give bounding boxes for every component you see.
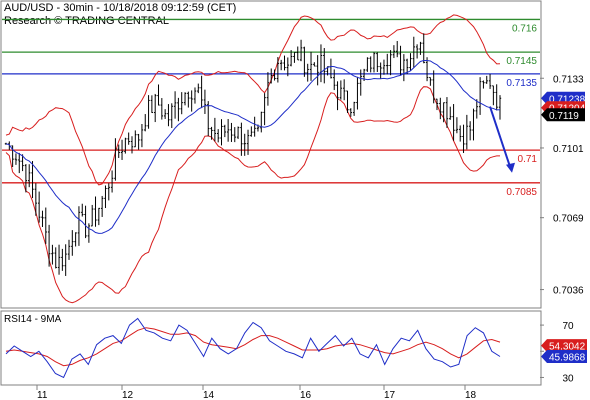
rsi-badge — [541, 339, 587, 353]
y-tick-label: 0.7101 — [553, 144, 584, 155]
y-tick-label: 0.7069 — [553, 214, 584, 225]
rsi-tick-label: 30 — [562, 373, 574, 384]
x-tick-label: 11 — [37, 390, 48, 400]
x-tick-label: 17 — [384, 390, 396, 400]
level-label: 0.7085 — [506, 187, 537, 198]
x-tick-label: 14 — [203, 390, 215, 400]
level-label: 0.7135 — [506, 78, 537, 89]
level-label: 0.716 — [512, 23, 537, 34]
y-tick-label: 0.7133 — [553, 74, 584, 85]
price-badge-label: 0.71238 — [549, 94, 586, 105]
chart-title: AUD/USD - 30min - 10/18/2018 09:12:59 (C… — [4, 2, 236, 14]
rsi-tick-label: 70 — [562, 321, 574, 332]
lower-band-line — [5, 86, 500, 304]
level-label: 0.71 — [518, 154, 538, 165]
forecast-arrow — [489, 106, 512, 171]
x-tick-label: 18 — [465, 390, 477, 400]
y-tick-label: 0.7036 — [553, 286, 584, 297]
rsi-line — [5, 317, 501, 379]
rsi-badge-label: 54.3042 — [549, 342, 586, 353]
upper-band-line — [5, 14, 501, 186]
level-label: 0.7145 — [506, 56, 537, 67]
rsi-badge-label: 45.9868 — [549, 353, 586, 364]
forecast-arrowhead — [506, 162, 515, 173]
moving-average-line — [5, 60, 501, 234]
rsi-ma-line — [5, 327, 501, 367]
price-badge-label: 0.7119 — [549, 111, 579, 122]
rsi-badge — [541, 350, 587, 364]
x-tick-label: 12 — [122, 390, 134, 400]
price-badge — [541, 108, 585, 122]
rsi-panel-frame — [0, 310, 542, 386]
x-tick-label: 16 — [300, 390, 312, 400]
rsi-title: RSI14 - 9MA — [4, 314, 62, 325]
chart-subtitle: Research © TRADING CENTRAL — [4, 15, 169, 27]
